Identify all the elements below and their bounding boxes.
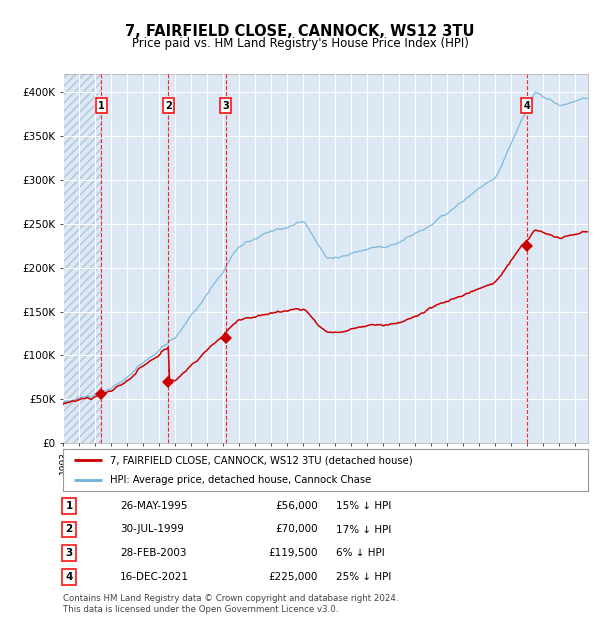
Text: 17% ↓ HPI: 17% ↓ HPI: [336, 525, 391, 534]
Bar: [63, 74, 101, 443]
Text: 3: 3: [65, 548, 73, 558]
Text: 7, FAIRFIELD CLOSE, CANNOCK, WS12 3TU: 7, FAIRFIELD CLOSE, CANNOCK, WS12 3TU: [125, 24, 475, 38]
Bar: [63, 74, 101, 443]
Text: 7, FAIRFIELD CLOSE, CANNOCK, WS12 3TU (detached house): 7, FAIRFIELD CLOSE, CANNOCK, WS12 3TU (d…: [110, 455, 413, 465]
Text: 2: 2: [165, 101, 172, 111]
Text: 1: 1: [65, 501, 73, 511]
Text: 4: 4: [65, 572, 73, 582]
Text: 4: 4: [523, 101, 530, 111]
Text: 2: 2: [65, 525, 73, 534]
Text: £119,500: £119,500: [269, 548, 318, 558]
Text: 30-JUL-1999: 30-JUL-1999: [120, 525, 184, 534]
Text: 25% ↓ HPI: 25% ↓ HPI: [336, 572, 391, 582]
Text: £225,000: £225,000: [269, 572, 318, 582]
Text: 15% ↓ HPI: 15% ↓ HPI: [336, 501, 391, 511]
Text: £56,000: £56,000: [275, 501, 318, 511]
Text: Price paid vs. HM Land Registry's House Price Index (HPI): Price paid vs. HM Land Registry's House …: [131, 37, 469, 50]
Text: Contains HM Land Registry data © Crown copyright and database right 2024.
This d: Contains HM Land Registry data © Crown c…: [63, 595, 398, 614]
Text: 16-DEC-2021: 16-DEC-2021: [120, 572, 189, 582]
Text: 28-FEB-2003: 28-FEB-2003: [120, 548, 187, 558]
Text: HPI: Average price, detached house, Cannock Chase: HPI: Average price, detached house, Cann…: [110, 475, 371, 485]
Text: 3: 3: [222, 101, 229, 111]
Text: £70,000: £70,000: [275, 525, 318, 534]
Text: 1: 1: [98, 101, 105, 111]
Text: 26-MAY-1995: 26-MAY-1995: [120, 501, 187, 511]
Text: 6% ↓ HPI: 6% ↓ HPI: [336, 548, 385, 558]
